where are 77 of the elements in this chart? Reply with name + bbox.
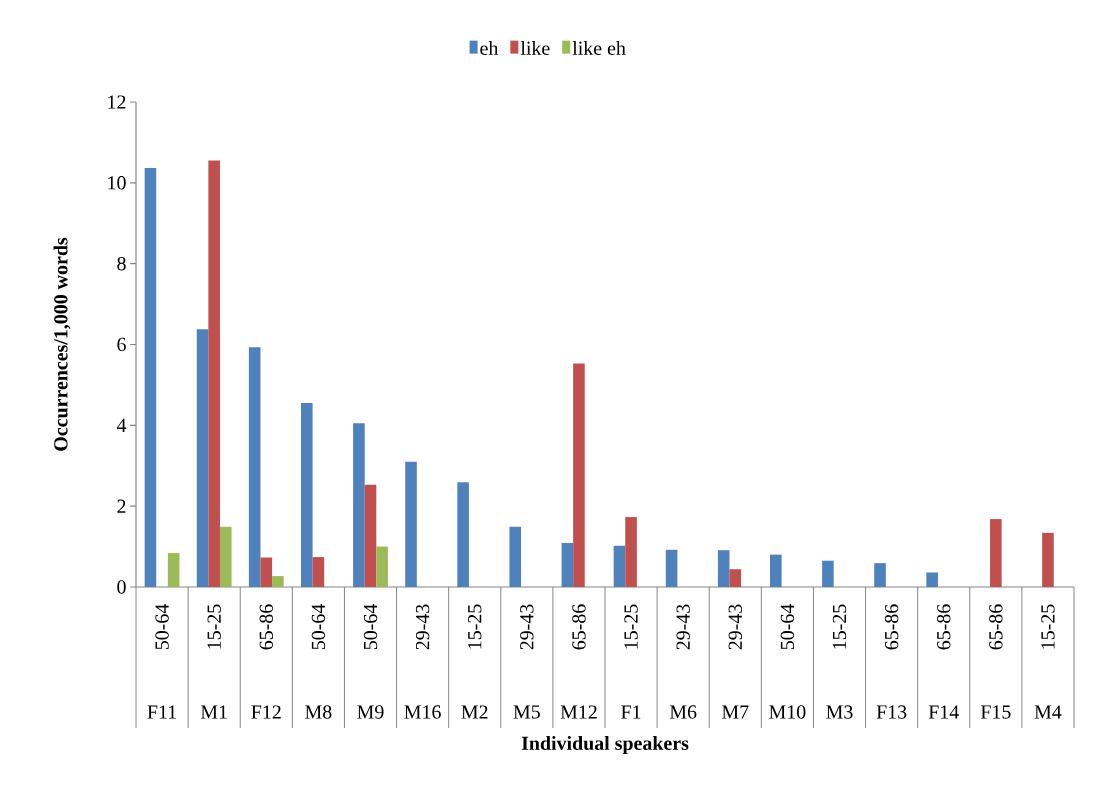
- bar: [561, 542, 574, 587]
- text: 15-25: [468, 604, 482, 649]
- x-tick-label: M1: [200, 705, 227, 719]
- x-tick-label: M4: [1034, 705, 1062, 719]
- text: 65-86: [572, 604, 586, 650]
- bar: [625, 517, 637, 587]
- bar: [573, 363, 585, 587]
- legend-label: like: [520, 40, 550, 55]
- y-tick-label: 8: [117, 256, 126, 271]
- y-tick-label: 4: [116, 418, 127, 432]
- bar: [272, 576, 284, 587]
- x-tick-label: M5: [513, 705, 540, 719]
- bar: [312, 557, 325, 587]
- bar: [376, 546, 388, 587]
- y-tick-label: 10: [108, 176, 126, 190]
- y-tick-label: 12: [108, 95, 126, 109]
- text: 50-64: [780, 604, 795, 650]
- bar: [260, 557, 273, 587]
- text: 65-86: [259, 604, 273, 650]
- text: 29-43: [520, 604, 534, 650]
- bar: [196, 329, 209, 587]
- bar: [167, 553, 180, 587]
- bar: [717, 550, 730, 587]
- text: 50-64: [363, 604, 378, 650]
- y-tick-label: 6: [117, 337, 126, 352]
- text: 15-25: [1041, 604, 1055, 649]
- x-tick-label: M2: [461, 705, 488, 719]
- bar: [300, 403, 313, 587]
- x-tick-label: F1: [621, 705, 641, 719]
- x-tick-label: M7: [722, 705, 749, 719]
- x-tick-label: F15: [980, 705, 1011, 719]
- x-tick-label: M6: [669, 705, 697, 719]
- text: 29-43: [676, 604, 690, 650]
- bar: [822, 560, 834, 587]
- text: 65-86: [989, 604, 1003, 650]
- text: 15-25: [207, 604, 221, 649]
- bar: [665, 549, 678, 587]
- y-axis-title: Occurrences/1,000 words: [53, 237, 71, 451]
- bar: [208, 160, 220, 587]
- bar: [405, 461, 417, 587]
- legend-label: eh: [480, 40, 499, 55]
- bar: [926, 572, 938, 587]
- text: 50-64: [311, 604, 326, 650]
- bar: [874, 563, 886, 587]
- legend-label: like eh: [572, 40, 626, 55]
- bar: [990, 519, 1002, 587]
- text: 29-43: [415, 604, 430, 650]
- text: 15-25: [832, 604, 847, 649]
- bar: [219, 526, 232, 587]
- x-axis-title: Individual speakers: [521, 735, 689, 755]
- bar: [770, 554, 782, 587]
- x-tick-label: F12: [251, 705, 281, 719]
- y-tick-label: 2: [117, 499, 126, 513]
- bar: [364, 484, 377, 587]
- bar: [457, 482, 469, 587]
- bar: [1042, 532, 1054, 587]
- text: 65-86: [884, 604, 899, 650]
- bar: [613, 545, 626, 587]
- text: 50-64: [155, 604, 169, 650]
- bar: [509, 526, 522, 587]
- x-tick-label: F13: [876, 705, 907, 719]
- x-tick-label: M3: [826, 705, 853, 719]
- x-tick-label: M8: [305, 705, 332, 719]
- x-tick-label: M16: [404, 705, 441, 719]
- bar: [729, 569, 742, 587]
- x-tick-label: F14: [928, 705, 959, 719]
- bar: [353, 423, 365, 587]
- x-tick-label: M12: [560, 705, 597, 719]
- text: 29-43: [728, 604, 742, 650]
- x-tick-label: M10: [769, 705, 806, 719]
- x-tick-label: F11: [147, 705, 176, 719]
- bar: [248, 347, 261, 587]
- y-tick-label: 0: [117, 580, 126, 594]
- text: 65-86: [937, 604, 951, 650]
- text: 15-25: [624, 604, 638, 649]
- bar: [144, 167, 157, 587]
- x-tick-label: M9: [357, 705, 384, 719]
